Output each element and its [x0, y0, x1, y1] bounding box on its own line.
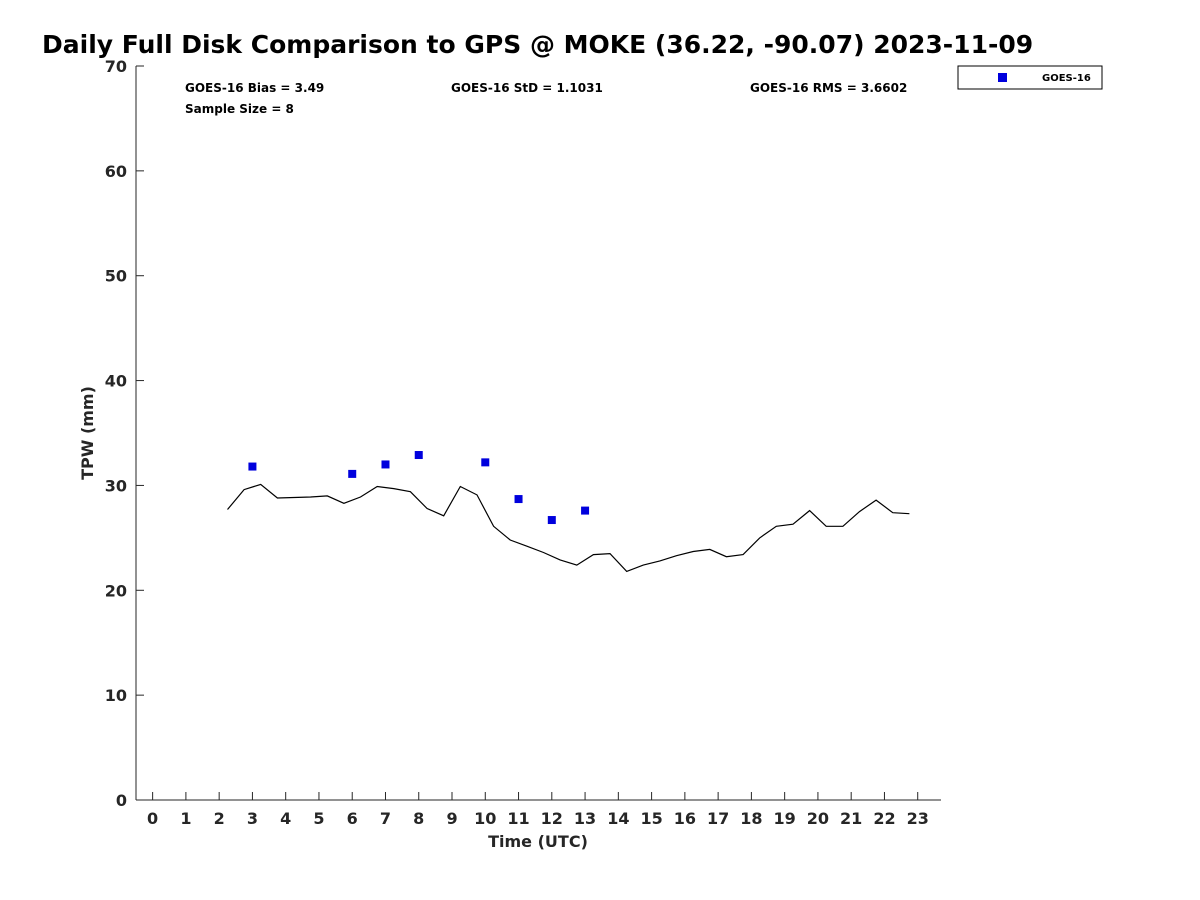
- x-tick-label: 22: [873, 809, 895, 828]
- goes16-point: [481, 458, 490, 467]
- x-tick-label: 1: [180, 809, 191, 828]
- x-tick-label: 14: [607, 809, 629, 828]
- x-tick-label: 21: [840, 809, 862, 828]
- goes16-point: [514, 495, 523, 504]
- goes16-point: [414, 451, 423, 460]
- y-tick-label: 10: [105, 686, 127, 705]
- legend-label-goes16: GOES-16: [1042, 73, 1091, 84]
- bias-annotation: GOES-16 Bias = 3.49: [185, 81, 324, 95]
- x-tick-label: 8: [413, 809, 424, 828]
- x-tick-label: 4: [280, 809, 291, 828]
- plot-area: [227, 451, 910, 573]
- chart-title: Daily Full Disk Comparison to GPS @ MOKE…: [42, 30, 1034, 59]
- gps-tpw-line: [227, 483, 910, 573]
- x-tick-label: 9: [446, 809, 457, 828]
- x-tick-label: 0: [147, 809, 158, 828]
- x-tick-label: 17: [707, 809, 729, 828]
- x-axis-label: Time (UTC): [488, 832, 588, 851]
- x-tick-label: 16: [674, 809, 696, 828]
- goes16-point: [348, 469, 357, 478]
- x-tick-label: 11: [507, 809, 529, 828]
- x-tick-label: 10: [474, 809, 496, 828]
- rms-annotation: GOES-16 RMS = 3.6602: [750, 81, 907, 95]
- x-tick-label: 2: [214, 809, 225, 828]
- x-tick-label: 13: [574, 809, 596, 828]
- y-tick-label: 0: [116, 791, 127, 810]
- x-tick-label: 15: [640, 809, 662, 828]
- legend-box: [957, 65, 1103, 90]
- x-tick-label: 12: [541, 809, 563, 828]
- y-tick-label: 30: [105, 476, 127, 495]
- goes16-point: [248, 462, 257, 471]
- goes16-point: [547, 516, 556, 525]
- x-tick-label: 5: [313, 809, 324, 828]
- stats-annotations: GOES-16 Bias = 3.49 GOES-16 StD = 1.1031…: [185, 81, 907, 116]
- x-tick-label: 20: [807, 809, 829, 828]
- axes: 0 1 2 3 4 5 6 7 8 9 10 11 12 13 14 15 16 17 18 19 20 21 22 2301…: [105, 57, 941, 828]
- goes16-point: [381, 460, 390, 469]
- y-tick-label: 20: [105, 581, 127, 600]
- y-tick-label: 60: [105, 162, 127, 181]
- y-tick-label: 70: [105, 57, 127, 76]
- goes16-point: [581, 506, 590, 515]
- y-axis-label: TPW (mm): [78, 386, 97, 480]
- x-tick-label: 19: [774, 809, 796, 828]
- x-tick-label: 6: [347, 809, 358, 828]
- std-annotation: GOES-16 StD = 1.1031: [451, 81, 603, 95]
- y-tick-label: 50: [105, 267, 127, 286]
- x-tick-label: 18: [740, 809, 762, 828]
- y-tick-label: 40: [105, 372, 127, 391]
- legend: GOES-16: [957, 65, 1103, 90]
- x-tick-label: 7: [380, 809, 391, 828]
- sample-size-annotation: Sample Size = 8: [185, 102, 294, 116]
- legend-marker-goes16: [998, 73, 1007, 82]
- x-tick-label: 3: [247, 809, 258, 828]
- x-tick-label: 23: [907, 809, 929, 828]
